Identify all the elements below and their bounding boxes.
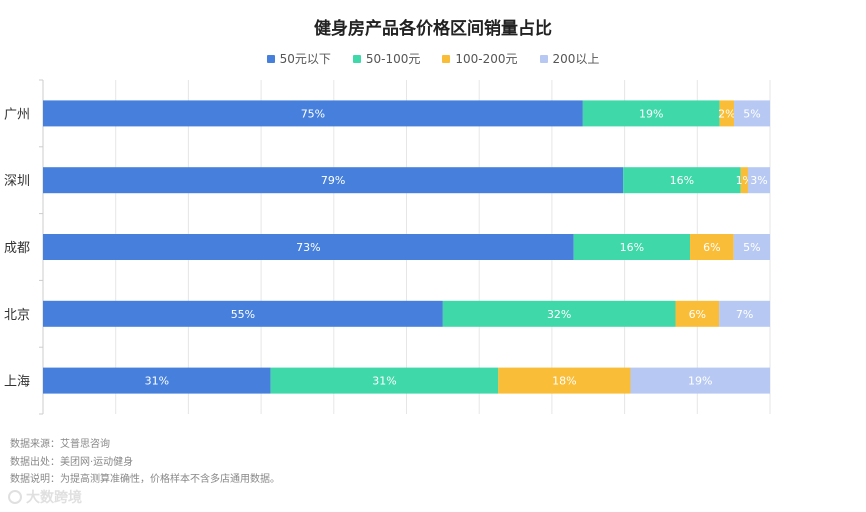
data-label: 73% bbox=[296, 241, 320, 254]
legend-item[interactable]: 100-200元 bbox=[442, 50, 518, 67]
data-label: 55% bbox=[231, 308, 255, 321]
bar-segment bbox=[630, 367, 770, 394]
category-label: 深圳 bbox=[4, 174, 30, 189]
chart-title: 健身房产品各价格区间销量占比 bbox=[314, 19, 552, 39]
data-label: 5% bbox=[743, 107, 760, 120]
bar-segment bbox=[623, 167, 741, 194]
footer-origin: 数据出处：美团网·运动健身 bbox=[10, 457, 134, 468]
category-label: 上海 bbox=[4, 375, 30, 390]
data-label: 31% bbox=[145, 375, 169, 388]
data-label: 16% bbox=[670, 174, 694, 187]
bar-segment bbox=[43, 100, 583, 127]
bar-segment bbox=[43, 234, 574, 260]
data-label: 79% bbox=[321, 174, 345, 187]
category-label: 广州 bbox=[4, 107, 30, 122]
data-label: 6% bbox=[703, 241, 720, 254]
legend-label: 50元以下 bbox=[279, 52, 331, 66]
category-label: 北京 bbox=[4, 308, 30, 323]
footer-source: 数据来源：艾普思咨询 bbox=[10, 439, 110, 450]
brand-logo-text: 大数跨境 bbox=[26, 490, 82, 506]
legend-swatch bbox=[442, 54, 451, 63]
data-label: 5% bbox=[743, 241, 760, 254]
legend-swatch bbox=[352, 54, 361, 63]
data-label: 18% bbox=[552, 375, 576, 388]
legend-item[interactable]: 50-100元 bbox=[352, 50, 421, 67]
bar-segment bbox=[442, 300, 676, 327]
legend: 50元以下 50-100元 100-200元 200以上 bbox=[0, 50, 866, 67]
legend-item[interactable]: 200以上 bbox=[539, 50, 600, 67]
data-label: 2% bbox=[718, 107, 735, 120]
bar-segment bbox=[690, 234, 734, 260]
data-label: 6% bbox=[689, 308, 706, 321]
bar-segment bbox=[270, 367, 499, 394]
data-label: 31% bbox=[372, 375, 396, 388]
bar-segment bbox=[43, 367, 271, 394]
data-label: 32% bbox=[547, 308, 571, 321]
legend-label: 100-200元 bbox=[455, 52, 518, 66]
data-label: 75% bbox=[301, 107, 325, 120]
legend-label: 50-100元 bbox=[365, 52, 421, 66]
bar-segment bbox=[498, 367, 631, 394]
data-label: 16% bbox=[620, 241, 644, 254]
legend-item[interactable]: 50元以下 bbox=[266, 50, 331, 67]
legend-swatch bbox=[266, 54, 275, 63]
legend-label: 200以上 bbox=[552, 52, 600, 66]
brand-logo: 大数跨境 bbox=[8, 487, 82, 507]
bar-segment bbox=[719, 300, 770, 327]
bar-segment bbox=[675, 300, 720, 327]
bar-segment bbox=[573, 234, 691, 260]
bar-segment bbox=[719, 100, 735, 127]
data-label: 7% bbox=[736, 308, 753, 321]
bar-segment bbox=[733, 234, 770, 260]
footer-note: 数据说明：为提高测算准确性，价格样本不含多店通用数据。 bbox=[10, 474, 280, 485]
data-label: 3% bbox=[750, 174, 767, 187]
category-label: 成都 bbox=[4, 241, 30, 256]
bar-segment bbox=[740, 167, 748, 194]
data-label: 19% bbox=[639, 107, 663, 120]
bar-segment bbox=[734, 100, 770, 127]
logo-mark-icon bbox=[8, 490, 22, 504]
bar-segment bbox=[43, 300, 443, 327]
bar-segment bbox=[582, 100, 720, 127]
bar-segment bbox=[747, 167, 770, 194]
data-label: 19% bbox=[688, 375, 712, 388]
legend-swatch bbox=[539, 54, 548, 63]
bar-segment bbox=[43, 167, 624, 194]
